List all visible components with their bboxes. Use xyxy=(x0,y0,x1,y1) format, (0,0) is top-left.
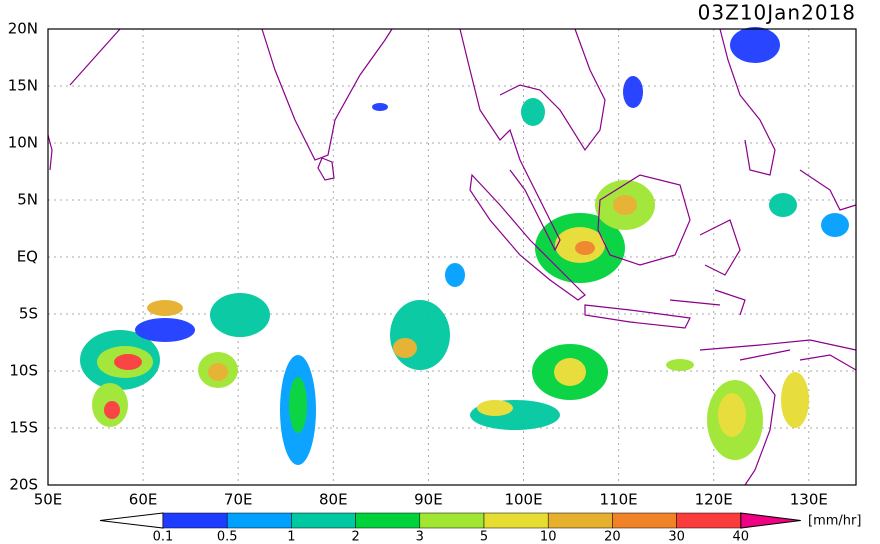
colorbar-box xyxy=(676,512,742,529)
map-title: 03Z10Jan2018 xyxy=(698,1,856,25)
colorbar-over xyxy=(740,512,801,529)
colorbar-box xyxy=(419,512,485,529)
colorbar-box xyxy=(226,512,292,529)
colorbar-label: 1 xyxy=(287,530,295,544)
colorbar-box xyxy=(483,512,549,529)
longitude-label: 130E xyxy=(790,491,828,509)
colorbar-label: 30 xyxy=(668,530,685,544)
latitude-label: 10N xyxy=(8,134,38,152)
colorbar-under xyxy=(99,512,164,529)
colorbar-label: 3 xyxy=(416,530,424,544)
latitude-label: EQ xyxy=(17,248,38,266)
colorbar-label: 0.5 xyxy=(217,530,238,544)
colorbar-label: 10 xyxy=(540,530,557,544)
longitude-label: 100E xyxy=(504,491,542,509)
latitude-label: 20S xyxy=(9,476,38,494)
rain-field xyxy=(80,27,849,465)
longitude-label: 70E xyxy=(224,491,253,509)
longitude-label: 90E xyxy=(414,491,443,509)
latitude-label: 10S xyxy=(9,362,38,380)
colorbar-box xyxy=(547,512,613,529)
latitude-label: 15S xyxy=(9,419,38,437)
colorbar-label: 2 xyxy=(351,530,359,544)
colorbar-box xyxy=(355,512,421,529)
longitude-label: 50E xyxy=(34,491,63,509)
colorbar-label: 5 xyxy=(480,530,488,544)
colorbar-unit: [mm/hr] xyxy=(808,514,861,529)
latitude-label: 15N xyxy=(8,77,38,95)
longitude-label: 60E xyxy=(129,491,158,509)
longitude-label: 80E xyxy=(319,491,348,509)
latitude-label: 20N xyxy=(8,20,38,38)
coastlines xyxy=(47,28,857,486)
colorbar-box xyxy=(291,512,356,529)
longitude-label: 120E xyxy=(695,491,733,509)
colorbar-label: 40 xyxy=(733,530,750,544)
colorbar-label: 20 xyxy=(604,530,621,544)
colorbar-box xyxy=(612,512,677,529)
colorbar-box xyxy=(162,512,228,529)
latitude-label: 5N xyxy=(17,191,38,209)
colorbar: 0.1 0.5 1 2 3 5 10 20 30 40 [mm/hr] xyxy=(99,512,861,544)
map-frame xyxy=(47,28,857,486)
longitude-label: 110E xyxy=(600,491,638,509)
colorbar-label: 0.1 xyxy=(153,530,174,544)
latitude-label: 5S xyxy=(19,305,38,323)
